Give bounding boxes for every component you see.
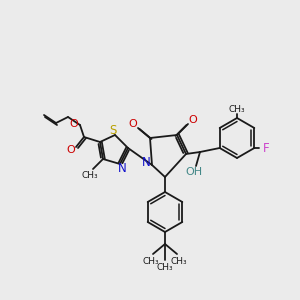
Text: CH₃: CH₃: [143, 256, 159, 266]
Text: CH₃: CH₃: [82, 172, 98, 181]
Text: N: N: [142, 157, 150, 169]
Text: CH₃: CH₃: [157, 263, 173, 272]
Text: CH₃: CH₃: [171, 256, 187, 266]
Text: OH: OH: [185, 167, 203, 177]
Text: CH₃: CH₃: [229, 104, 245, 113]
Text: O: O: [129, 119, 137, 129]
Text: O: O: [67, 145, 75, 155]
Text: N: N: [118, 163, 126, 176]
Text: O: O: [189, 115, 197, 125]
Text: F: F: [263, 142, 270, 154]
Text: O: O: [70, 119, 78, 129]
Text: S: S: [109, 124, 117, 136]
